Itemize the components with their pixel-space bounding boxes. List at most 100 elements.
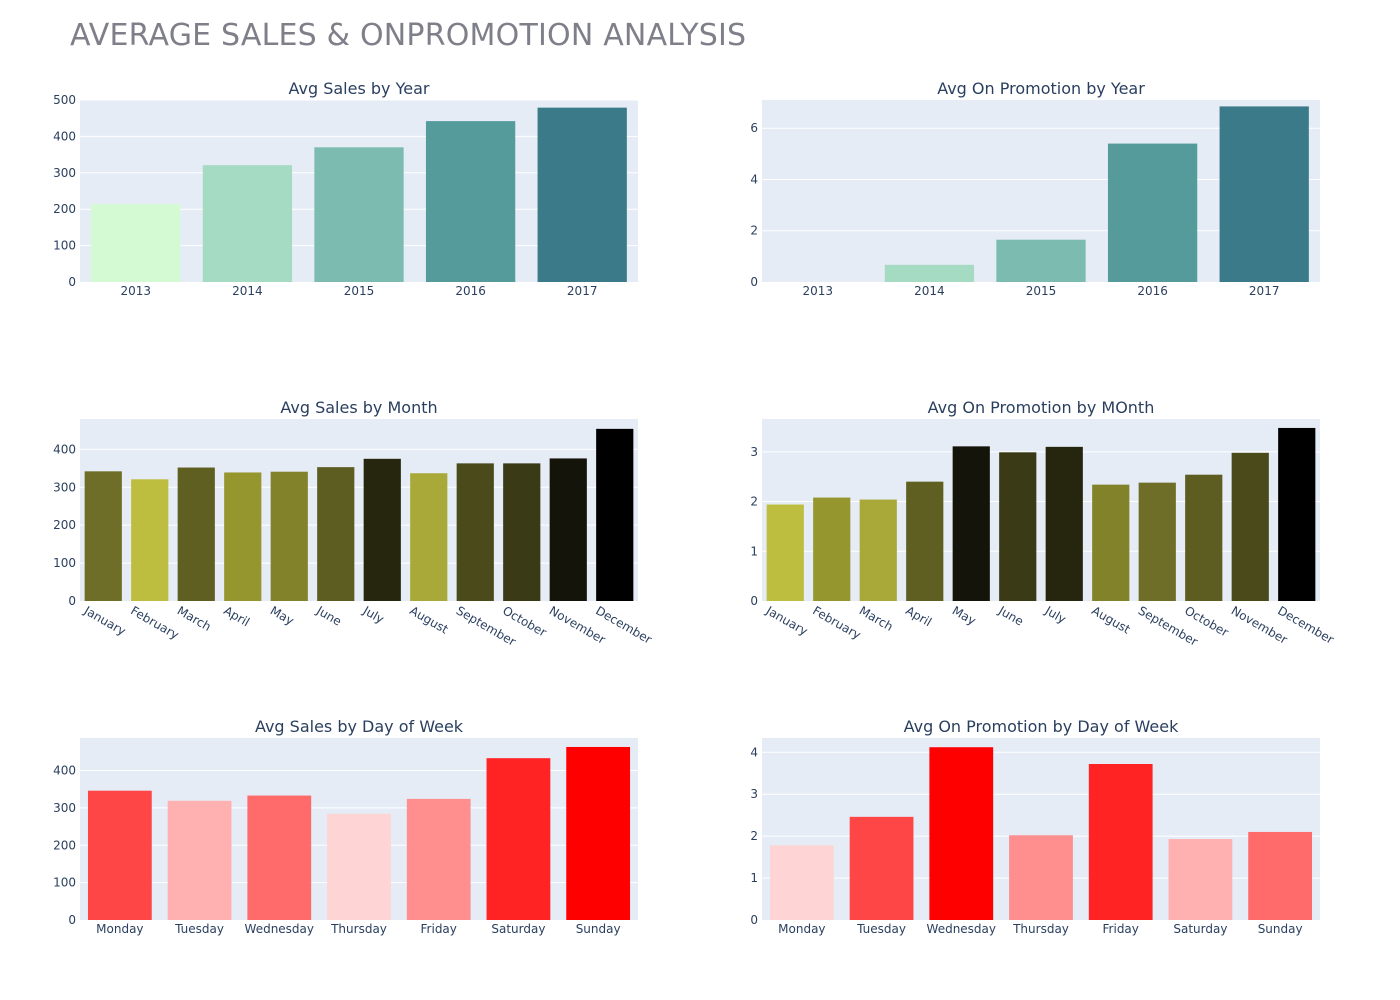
bar-june [317, 467, 355, 601]
x-tick-label: June [313, 603, 344, 629]
y-tick-label: 300 [53, 480, 76, 494]
bar-april [224, 472, 262, 601]
y-tick-label: 4 [750, 745, 758, 759]
chart-title: Avg Sales by Day of Week [255, 717, 464, 736]
x-tick-label: Sunday [1258, 922, 1303, 936]
y-tick-label: 100 [53, 239, 76, 253]
bar-friday [406, 798, 471, 920]
x-tick-label: 2015 [344, 284, 375, 298]
bar-july [1045, 446, 1083, 601]
y-tick-label: 0 [750, 594, 758, 608]
x-tick-label: Monday [96, 922, 143, 936]
bar-september [456, 463, 494, 601]
chart-promo-dow: 0 1 2 3 4 Monday Tuesday Wednesday Thursday Frida… [750, 717, 1320, 936]
chart-promo-year: 0 2 4 6 2013 2014 2015 2016 2017 Avg On Promotion… [750, 79, 1320, 298]
plot-background [762, 419, 1320, 601]
x-tick-label: April [903, 603, 934, 629]
bar-saturday [1168, 839, 1233, 920]
y-tick-label: 1 [750, 544, 758, 558]
x-tick-label: Tuesday [174, 922, 224, 936]
bar-2015 [996, 239, 1086, 282]
x-tick-label: August [1089, 603, 1133, 636]
y-tick-label: 6 [750, 121, 758, 135]
x-tick-label: February [810, 603, 863, 642]
x-tick-label: April [221, 603, 252, 629]
y-tick-label: 200 [53, 202, 76, 216]
y-tick-label: 0 [750, 913, 758, 927]
y-tick-label: 100 [53, 556, 76, 570]
x-tick-label: Thursday [1012, 922, 1069, 936]
x-tick-label: Sunday [576, 922, 621, 936]
bar-september [1138, 482, 1176, 601]
page-title: AVERAGE SALES & ONPROMOTION ANALYSIS [70, 18, 747, 53]
x-tick-label: 2016 [455, 284, 486, 298]
y-tick-label: 100 [53, 876, 76, 890]
y-tick-label: 2 [750, 829, 758, 843]
bar-2017 [1219, 106, 1309, 282]
y-tick-label: 300 [53, 166, 76, 180]
y-tick-label: 0 [68, 275, 76, 289]
x-tick-label: Wednesday [245, 922, 314, 936]
y-tick-label: 0 [68, 594, 76, 608]
y-tick-label: 0 [68, 913, 76, 927]
bar-december [596, 428, 634, 601]
y-tick-label: 300 [53, 801, 76, 815]
bar-january [84, 471, 122, 601]
bar-october [503, 463, 541, 601]
x-tick-label: July [360, 603, 387, 626]
x-tick-label: January [81, 603, 128, 638]
y-tick-label: 2 [750, 224, 758, 238]
x-tick-label: June [995, 603, 1026, 629]
bar-november [1231, 452, 1269, 601]
y-tick-label: 0 [750, 275, 758, 289]
bar-thursday [327, 813, 391, 920]
bar-2014 [884, 264, 975, 282]
x-tick-label: Friday [1103, 922, 1139, 936]
chart-title: Avg On Promotion by MOnth [928, 398, 1155, 417]
x-tick-label: 2014 [914, 284, 945, 298]
x-tick-label: Monday [778, 922, 825, 936]
bar-2015 [314, 147, 404, 282]
chart-title: Avg On Promotion by Day of Week [904, 717, 1180, 736]
y-tick-label: 400 [53, 442, 76, 456]
x-tick-label: May [268, 603, 296, 628]
x-tick-label: Saturday [491, 922, 545, 936]
x-tick-label: Friday [421, 922, 457, 936]
bar-friday [1088, 764, 1153, 920]
x-tick-label: Thursday [330, 922, 387, 936]
bar-july [363, 458, 401, 601]
bar-june [999, 452, 1037, 601]
bar-august [1092, 484, 1130, 601]
bar-may [270, 471, 308, 601]
x-tick-label: Saturday [1173, 922, 1227, 936]
x-tick-label: February [128, 603, 181, 642]
y-tick-label: 2 [750, 495, 758, 509]
bar-sunday [566, 746, 631, 920]
bar-2016 [425, 121, 516, 282]
chart-sales-dow: 0 100 200 300 400 Monday Tuesday Wednesday Thurs… [53, 717, 638, 936]
x-tick-label: 2013 [121, 284, 152, 298]
bar-saturday [486, 758, 551, 920]
y-tick-label: 3 [750, 787, 758, 801]
bar-october [1185, 474, 1223, 601]
bar-march [177, 467, 215, 601]
y-tick-label: 400 [53, 129, 76, 143]
bar-april [906, 481, 944, 601]
bar-monday [769, 845, 834, 920]
x-tick-label: July [1042, 603, 1069, 626]
x-tick-label: January [763, 603, 810, 638]
x-tick-label: Tuesday [856, 922, 906, 936]
bar-tuesday [849, 816, 914, 920]
y-tick-label: 400 [53, 764, 76, 778]
y-tick-label: 3 [750, 445, 758, 459]
y-tick-label: 4 [750, 172, 758, 186]
bar-thursday [1009, 835, 1073, 920]
chart-sales-year: 0 100 200 300 400 500 2013 2014 2015 2016 2017 Avg … [53, 79, 638, 298]
x-tick-label: Wednesday [927, 922, 996, 936]
x-tick-label: 2016 [1137, 284, 1168, 298]
bar-2017 [537, 107, 627, 282]
y-tick-label: 1 [750, 871, 758, 885]
bar-august [410, 473, 448, 601]
